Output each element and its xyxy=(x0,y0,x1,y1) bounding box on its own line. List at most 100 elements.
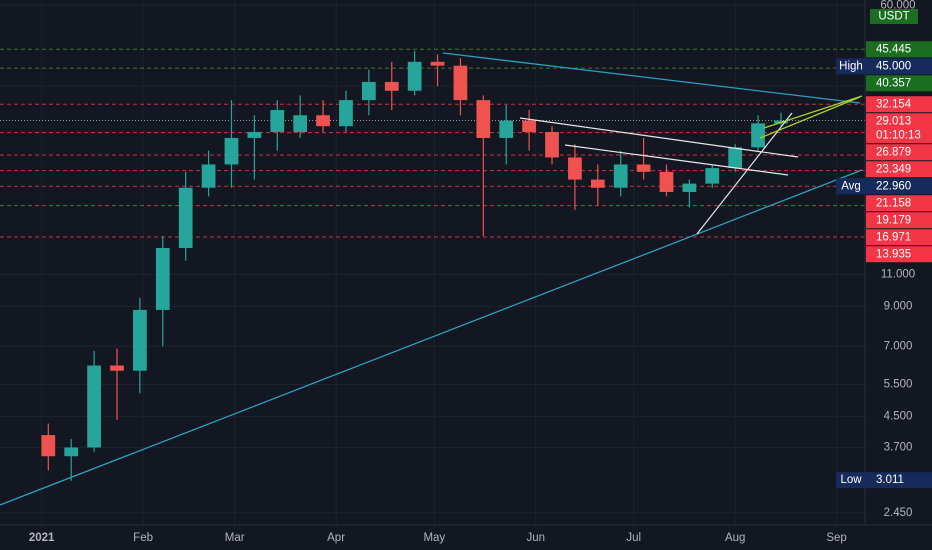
candle-body xyxy=(682,183,697,192)
candle-body xyxy=(453,65,468,101)
y-tick-label: 7.000 xyxy=(884,340,913,352)
x-tick-label: 2021 xyxy=(29,532,55,544)
currency-box xyxy=(870,9,918,24)
wedge-line xyxy=(763,95,863,129)
price-tag-label: 22.960 xyxy=(876,180,911,192)
trend-line xyxy=(519,117,799,158)
price-tag-box xyxy=(866,41,932,58)
price-tag-label: 23.349 xyxy=(876,163,911,175)
side-label-box xyxy=(836,472,866,489)
candle-body xyxy=(613,164,628,188)
y-tick-label: 2.450 xyxy=(884,507,913,519)
x-tick-label: Sep xyxy=(826,532,846,544)
candle-body xyxy=(636,164,651,172)
price-tag-label: 26.879 xyxy=(876,146,911,158)
price-tag-box xyxy=(866,178,932,195)
price-tag-box xyxy=(866,113,932,144)
candle-body xyxy=(224,137,239,165)
price-tag-label: 16.971 xyxy=(876,231,911,243)
candle-body xyxy=(590,179,605,188)
countdown: 01:10:13 xyxy=(876,129,921,141)
price-tag-box xyxy=(866,144,932,161)
candle-body xyxy=(476,100,491,138)
price-tag-label: 45.000 xyxy=(876,60,911,72)
candle-body xyxy=(270,110,285,132)
side-label-box xyxy=(836,178,866,195)
candle-body xyxy=(522,120,536,132)
price-tag-label: 21.158 xyxy=(876,197,911,209)
candle-body xyxy=(87,365,101,448)
side-label: Low xyxy=(840,474,862,486)
x-tick-label: Mar xyxy=(225,532,245,544)
candle-body xyxy=(545,131,559,158)
candle-body xyxy=(316,115,330,127)
trend-lines xyxy=(0,52,863,506)
candle-body xyxy=(407,61,422,91)
grid xyxy=(0,0,865,525)
x-tick-label: Apr xyxy=(327,532,345,544)
candle-body xyxy=(110,365,124,371)
candle-body xyxy=(659,171,674,192)
price-tags: 45.445 45.000 High 40.357 32.154 29.013 01:10:… xyxy=(836,41,932,489)
candle-body xyxy=(247,131,262,138)
price-tag-box xyxy=(866,58,932,75)
support-line xyxy=(0,169,863,506)
price-tag-box xyxy=(866,75,932,92)
price-tag-label: 3.011 xyxy=(876,474,904,486)
candle-body xyxy=(293,115,308,132)
price-tag-label: 45.445 xyxy=(876,43,911,55)
y-tick-label: 3.700 xyxy=(884,441,913,453)
y-tick-label: 60.000 xyxy=(880,0,915,11)
candle-body xyxy=(705,168,720,184)
price-tag-label: 32.154 xyxy=(876,98,912,110)
price-tag-box xyxy=(866,246,932,263)
candle-body xyxy=(201,164,216,188)
price-tag-box xyxy=(866,472,932,489)
x-tick-label: Feb xyxy=(133,532,153,544)
x-tick-label: Jun xyxy=(526,532,545,544)
side-label: Avg xyxy=(841,180,861,192)
price-levels xyxy=(0,48,865,238)
candle-body xyxy=(751,123,765,148)
x-tick-label: May xyxy=(423,532,445,544)
candle-body xyxy=(64,447,79,457)
price-tag-box xyxy=(866,96,932,113)
candle-body xyxy=(41,435,56,457)
trend-line xyxy=(696,112,793,235)
candle-body xyxy=(430,61,445,66)
x-tick-label: Jul xyxy=(626,532,641,544)
side-label-box xyxy=(836,58,866,75)
price-tag-box xyxy=(866,195,932,212)
side-label: High xyxy=(839,60,863,72)
candle-body xyxy=(361,81,376,101)
candle-body xyxy=(728,147,743,169)
candle-body xyxy=(499,120,514,138)
y-tick-label: 11.000 xyxy=(881,269,915,281)
y-tick-label: 5.500 xyxy=(884,379,913,391)
candle-body xyxy=(155,247,170,310)
price-axis xyxy=(865,0,932,550)
y-tick-label: 9.000 xyxy=(884,300,913,312)
candle-body xyxy=(133,309,147,371)
axis-labels: 60.00036.00011.0009.0007.0005.5004.5003.… xyxy=(29,0,916,544)
resistance-line xyxy=(442,52,861,104)
x-tick-label: Aug xyxy=(725,532,745,544)
candle-body xyxy=(339,100,353,127)
price-tag-label: 40.357 xyxy=(876,77,911,89)
price-tag-label: 29.013 xyxy=(876,115,911,127)
price-tag-label: 13.935 xyxy=(876,248,911,260)
price-tag-label: 19.179 xyxy=(876,214,911,226)
price-tag-box xyxy=(866,229,932,246)
candles xyxy=(41,50,788,481)
trend-line xyxy=(564,144,789,176)
candle-body xyxy=(178,187,193,248)
price-tag-box xyxy=(866,212,932,229)
currency: USDT xyxy=(878,11,909,23)
y-tick-label: 4.500 xyxy=(884,410,913,422)
candle-body xyxy=(568,157,582,180)
price-tag-box xyxy=(866,161,932,178)
wedge-line xyxy=(759,96,861,139)
candle-body xyxy=(384,81,399,91)
